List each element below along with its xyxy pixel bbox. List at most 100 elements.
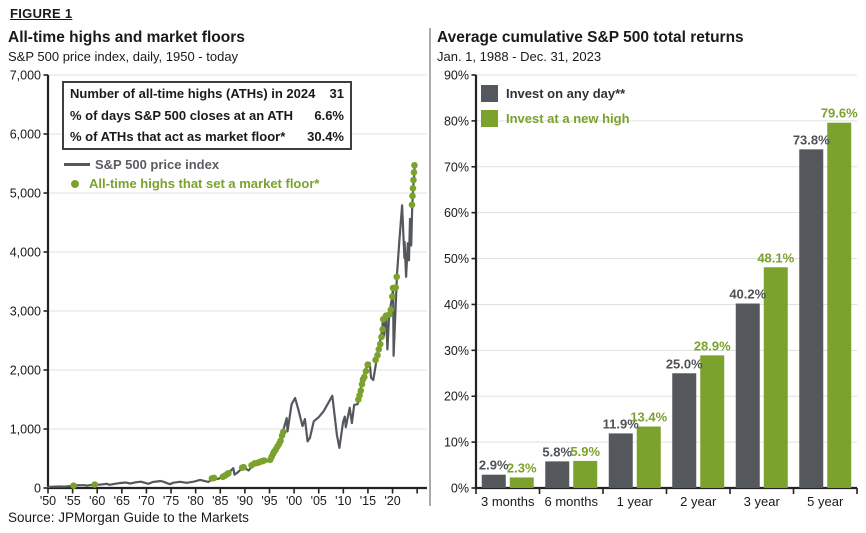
category-label: 3 months — [481, 494, 535, 509]
x-tick-label: '95 — [261, 494, 277, 508]
table-row: Number of all-time highs (ATHs) in 2024 … — [64, 83, 350, 105]
ath-floor-dot — [379, 325, 386, 333]
category-label: 5 year — [807, 494, 844, 509]
bar-value-label: 79.6% — [821, 106, 858, 121]
legend-item-ath-floor: All-time highs that set a market floor* — [64, 176, 319, 191]
category-label: 3 year — [744, 494, 781, 509]
y-tick-label: 0 — [34, 482, 41, 496]
bar-any-day — [799, 149, 824, 488]
category-label: 1 year — [617, 494, 654, 509]
ath-floor-dot — [392, 284, 400, 291]
y-tick-label: 50% — [444, 252, 469, 266]
ath-floor-dot — [225, 469, 232, 477]
bar-value-label: 5.8% — [542, 444, 572, 459]
bar-any-day — [672, 373, 697, 488]
x-tick-label: '55 — [64, 494, 80, 508]
ath-floor-dot — [408, 201, 416, 209]
bar-value-label: 5.9% — [570, 444, 600, 459]
table-row: % of ATHs that act as market floor* 30.4… — [64, 126, 350, 148]
y-tick-label: 6,000 — [10, 128, 41, 142]
y-tick-label: 1,000 — [10, 423, 41, 437]
y-tick-label: 5,000 — [10, 187, 41, 201]
stat-value: 30.4% — [307, 129, 344, 145]
ath-floor-dot — [376, 340, 384, 348]
bar-new-high — [636, 426, 661, 488]
ath-floor-dot — [240, 463, 247, 471]
table-row: % of days S&P 500 closes at an ATH 6.6% — [64, 105, 350, 127]
y-tick-label: 7,000 — [10, 69, 41, 83]
ath-floor-dot — [409, 192, 416, 200]
line-swatch-icon — [64, 163, 90, 166]
x-tick-label: '15 — [360, 494, 376, 508]
ath-floor-dot — [277, 437, 284, 445]
bar-value-label: 25.0% — [666, 356, 703, 371]
stat-label: Number of all-time highs (ATHs) in 2024 — [70, 86, 316, 102]
source-note: Source: JPMorgan Guide to the Markets — [8, 510, 249, 525]
figure-label: FIGURE 1 — [10, 6, 73, 21]
y-tick-label: 20% — [444, 390, 469, 404]
legend-item-price-index: S&P 500 price index — [64, 157, 219, 172]
y-tick-label: 2,000 — [10, 364, 41, 378]
category-label: 2 year — [680, 494, 717, 509]
ath-floor-dot — [387, 306, 395, 314]
bar-new-high — [827, 122, 852, 489]
stat-label: % of days S&P 500 closes at an ATH — [70, 107, 294, 123]
legend-label: Invest on any day** — [506, 86, 626, 101]
legend-label: All-time highs that set a market floor* — [89, 176, 320, 191]
bar-value-label: 40.2% — [729, 287, 766, 302]
legend-label: Invest at a new high — [506, 111, 630, 126]
ath-floor-dot — [279, 428, 287, 436]
ath-floor-dot — [362, 367, 370, 375]
x-tick-label: '20 — [384, 494, 400, 508]
x-tick-label: '80 — [188, 494, 204, 508]
legend-label: S&P 500 price index — [95, 157, 220, 172]
bar-value-label: 11.9% — [603, 416, 640, 431]
legend-item-any-day: Invest on any day** — [481, 85, 625, 102]
ath-floor-dot — [70, 482, 77, 489]
ath-floor-dot — [410, 176, 417, 184]
left-chart-subtitle: S&P 500 price index, daily, 1950 - today — [8, 49, 239, 64]
bar-new-high — [509, 477, 534, 488]
ath-floor-dot — [410, 169, 418, 176]
ath-floor-dot — [411, 161, 418, 169]
x-tick-label: '05 — [311, 494, 327, 508]
bar-any-day — [481, 474, 506, 488]
ath-floor-dot — [393, 273, 401, 281]
y-tick-label: 80% — [444, 114, 469, 128]
ath-floor-dot — [374, 351, 381, 359]
ath-floor-dot — [364, 361, 371, 368]
ath-floor-dot — [378, 333, 385, 341]
x-tick-label: '90 — [237, 494, 253, 508]
y-tick-label: 40% — [444, 298, 469, 312]
left-chart-title: All-time highs and market floors — [8, 29, 245, 46]
x-tick-label: '50 — [40, 494, 56, 508]
bar-any-day — [608, 433, 633, 488]
square-swatch-icon — [481, 85, 498, 102]
sp500-price-line — [46, 164, 416, 489]
x-tick-label: '65 — [114, 494, 130, 508]
bar-any-day — [545, 461, 570, 488]
ath-floor-dot — [91, 481, 99, 488]
stat-value: 6.6% — [314, 107, 344, 123]
x-tick-label: '85 — [212, 494, 228, 508]
legend-item-new-high: Invest at a new high — [481, 110, 630, 127]
y-tick-label: 60% — [444, 206, 469, 220]
y-tick-label: 4,000 — [10, 246, 41, 260]
stat-label: % of ATHs that act as market floor* — [70, 129, 286, 145]
bar-new-high — [700, 355, 725, 488]
ath-floor-dot — [260, 457, 268, 464]
right-chart-title: Average cumulative S&P 500 total returns — [437, 29, 744, 46]
x-tick-label: '00 — [286, 494, 302, 508]
ath-floor-dot — [409, 184, 417, 192]
bar-value-label: 13.4% — [630, 410, 667, 425]
y-tick-label: 70% — [444, 160, 469, 174]
x-tick-label: '10 — [335, 494, 351, 508]
bar-value-label: 2.3% — [507, 460, 537, 475]
ath-floor-dot — [375, 346, 383, 353]
y-tick-label: 0% — [451, 482, 469, 496]
bar-new-high — [573, 460, 598, 488]
y-tick-label: 3,000 — [10, 305, 41, 319]
stat-value: 31 — [329, 86, 344, 102]
bar-value-label: 2.9% — [479, 458, 509, 473]
